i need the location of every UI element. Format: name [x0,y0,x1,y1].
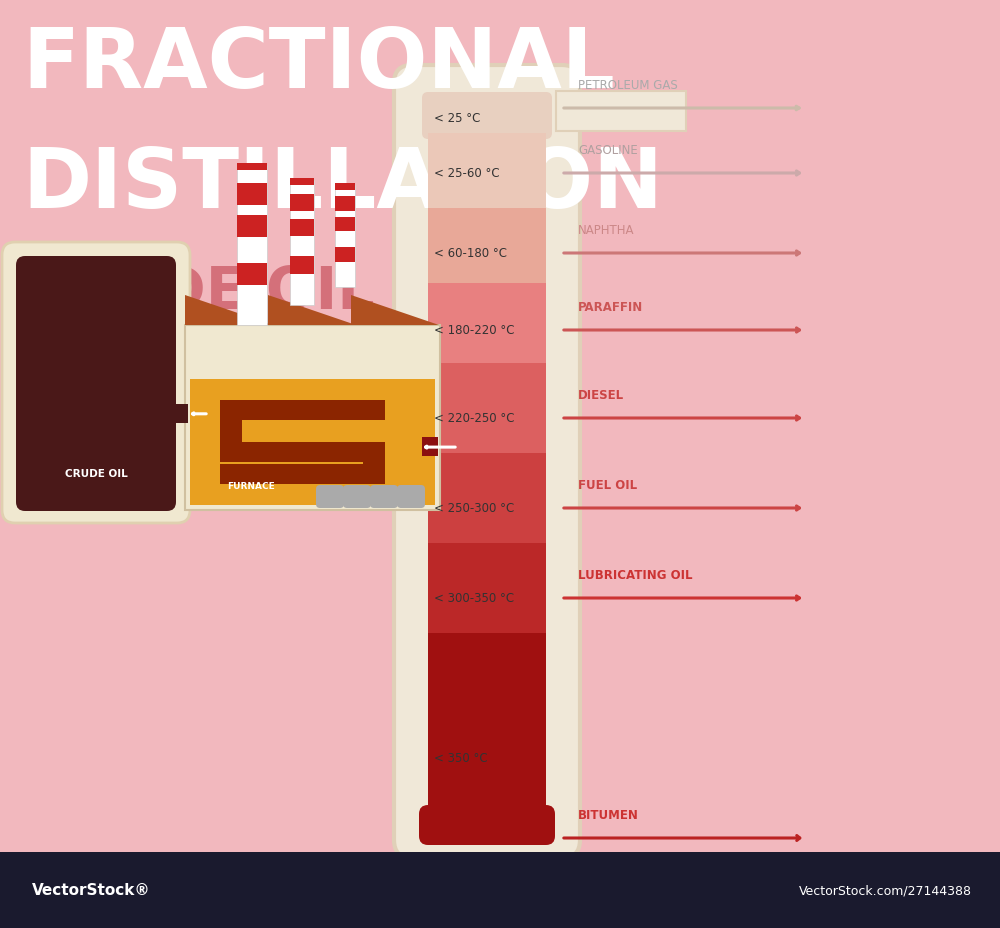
Bar [290,220,314,237]
Text: CRUDE OIL: CRUDE OIL [22,264,374,321]
FancyBboxPatch shape [316,485,344,509]
Bar [335,217,355,232]
Bar [290,257,314,275]
Bar [190,380,435,506]
Text: < 350 °C: < 350 °C [434,752,488,765]
FancyBboxPatch shape [422,93,552,140]
Bar [556,92,686,132]
Bar [175,405,188,423]
Bar [0,852,1000,928]
Polygon shape [351,296,439,326]
Bar [290,179,314,186]
Bar [185,326,440,510]
Polygon shape [185,296,273,326]
Bar [428,544,546,633]
Text: FUEL OIL: FUEL OIL [578,479,637,492]
FancyBboxPatch shape [397,485,425,509]
Bar [422,438,438,457]
Text: VectorStock.com/27144388: VectorStock.com/27144388 [799,883,972,896]
Bar [428,454,546,544]
Text: < 180-220 °C: < 180-220 °C [434,324,514,337]
Bar [237,215,267,238]
Text: FURNACE: FURNACE [227,482,275,491]
Bar [237,164,267,171]
Bar [335,197,355,212]
Bar [428,209,546,284]
Text: FRACTIONAL: FRACTIONAL [22,24,615,105]
Text: GASOLINE: GASOLINE [578,144,638,157]
FancyBboxPatch shape [394,66,580,858]
FancyBboxPatch shape [343,485,371,509]
Bar [237,166,267,326]
Text: BITUMEN: BITUMEN [578,808,639,821]
Text: < 300-350 °C: < 300-350 °C [434,592,514,605]
Bar [428,134,546,209]
Bar [428,364,546,454]
Bar [220,401,385,420]
Polygon shape [268,296,356,326]
Text: NAPHTHA: NAPHTHA [578,224,635,237]
Bar [290,181,314,305]
Bar [220,465,385,484]
Text: CRUDE OIL: CRUDE OIL [65,469,127,479]
Text: DISTILLATION: DISTILLATION [22,144,663,225]
FancyBboxPatch shape [16,257,176,511]
Text: VectorStock®: VectorStock® [32,883,151,897]
Text: PARAFFIN: PARAFFIN [578,301,643,314]
Text: DIESEL: DIESEL [578,389,624,402]
Bar [237,184,267,206]
Bar [335,248,355,263]
Bar [237,264,267,286]
Bar [290,195,314,212]
Text: < 60-180 °C: < 60-180 °C [434,247,507,260]
FancyBboxPatch shape [419,806,555,845]
Text: < 220-250 °C: < 220-250 °C [434,412,514,425]
Text: PETROLEUM GAS: PETROLEUM GAS [578,79,678,92]
Bar [363,460,385,484]
Text: < 25 °C: < 25 °C [434,112,480,125]
FancyBboxPatch shape [2,243,190,523]
Text: LUBRICATING OIL: LUBRICATING OIL [578,568,692,581]
Bar [220,443,385,462]
Text: < 25-60 °C: < 25-60 °C [434,167,500,180]
FancyBboxPatch shape [370,485,398,509]
Bar [428,633,546,823]
Bar [428,284,546,364]
Bar [335,184,355,191]
Bar [335,186,355,288]
Bar [220,419,242,443]
Text: < 250-300 °C: < 250-300 °C [434,502,514,515]
